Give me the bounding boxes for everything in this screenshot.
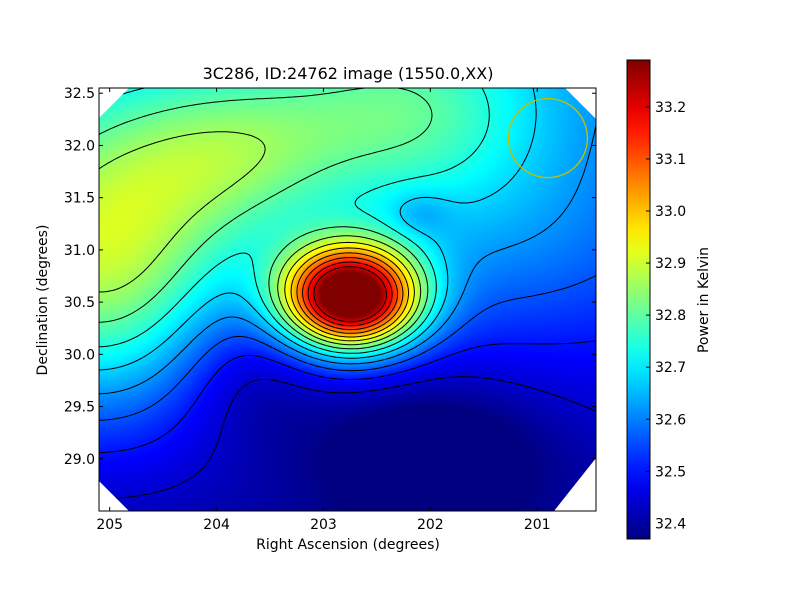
y-axis-ticks: 29.0 29.5 30.0 30.5 31.0 31.5 32.0 32.5 (64, 86, 596, 468)
y-tick-label: 29.0 (64, 452, 95, 468)
contour-lines (99, 88, 596, 500)
y-tick-label: 31.5 (64, 191, 95, 207)
y-axis-label: Declination (degrees) (35, 225, 51, 376)
colorbar-tick-label: 32.6 (655, 412, 686, 428)
colorbar: 32.4 32.5 32.6 32.7 32.8 32.9 33.0 33.1 33.2 Pow… (626, 59, 712, 540)
x-tick-label: 201 (524, 517, 551, 533)
x-tick-label: 202 (417, 517, 444, 533)
plot-frame (98, 87, 597, 512)
x-tick-label: 204 (203, 517, 230, 533)
colorbar-tick-label: 32.8 (655, 308, 686, 324)
marker-circle (507, 97, 589, 179)
y-tick-label: 32.0 (64, 138, 95, 154)
contour-line-4 (99, 120, 596, 395)
y-tick-label: 30.5 (64, 295, 95, 311)
colorbar-frame (626, 59, 651, 540)
contour-line-8 (99, 131, 422, 346)
x-tick-label: 203 (310, 517, 337, 533)
y-tick-label: 31.0 (64, 243, 95, 259)
heatmap-raster (99, 88, 596, 511)
y-tick-label: 29.5 (64, 400, 95, 416)
x-axis-ticks: 205 204 203 202 201 (96, 88, 551, 533)
x-axis-label: Right Ascension (degrees) (256, 537, 440, 553)
colorbar-tick-label: 32.9 (655, 256, 686, 272)
contour-line-10 (290, 247, 409, 338)
colorbar-tick-label: 32.5 (655, 464, 686, 480)
colorbar-tick-label: 33.1 (655, 152, 686, 168)
chart-title: 3C286, ID:24762 image (1550.0,XX) (203, 64, 494, 83)
x-tick-label: 205 (96, 517, 123, 533)
colorbar-label: Power in Kelvin (696, 247, 712, 353)
colorbar-tick-label: 32.7 (655, 360, 686, 376)
colorbar-tick-label: 32.4 (655, 516, 686, 532)
y-tick-label: 32.5 (64, 86, 95, 102)
colorbar-gradient (627, 60, 650, 539)
heatmap-image (99, 88, 596, 511)
colorbar-ticks: 32.4 32.5 32.6 32.7 32.8 32.9 33.0 33.1 33.2 (646, 100, 686, 532)
contour-line-11 (296, 252, 404, 334)
colorbar-tick-label: 33.0 (655, 204, 686, 220)
contour-line-3 (99, 274, 596, 421)
contour-line-9 (284, 241, 415, 342)
contour-line-2 (99, 340, 596, 454)
contour-line-12 (302, 257, 398, 331)
contour-line-1 (99, 376, 596, 500)
contour-line-7 (99, 88, 433, 350)
y-tick-label: 30.0 (64, 347, 95, 363)
contour-line-6 (99, 88, 490, 354)
contour-line-14 (313, 266, 387, 323)
contour-line-13 (307, 261, 393, 327)
plot-area: 205 204 203 202 201 29.0 29.5 30.0 30.5 31.0 31.5… (64, 86, 597, 533)
colorbar-tick-label: 33.2 (655, 100, 686, 116)
contour-line-5 (99, 88, 537, 371)
